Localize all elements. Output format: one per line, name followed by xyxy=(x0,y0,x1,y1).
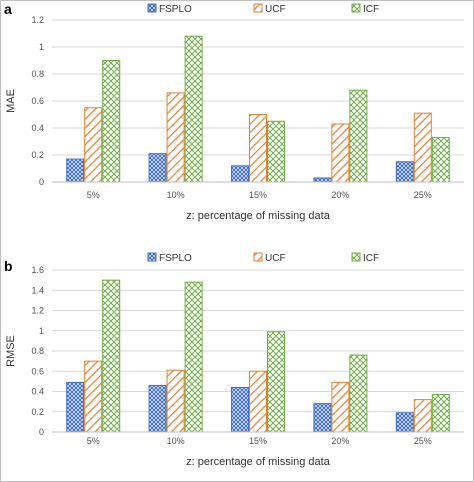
bar-ucf-10pct xyxy=(166,92,185,183)
bar-icf-25pct xyxy=(431,394,450,433)
y-tick-label: 0.2 xyxy=(31,150,44,160)
x-tick-label: 5% xyxy=(87,190,100,200)
legend: FSPLO UCF ICF xyxy=(147,3,379,15)
bar-fsplo-5pct xyxy=(66,158,85,183)
bar-icf-15pct xyxy=(267,120,285,183)
bar-icf-20pct xyxy=(349,354,368,433)
x-tick-label: 25% xyxy=(414,436,432,446)
x-tick-label: 20% xyxy=(331,190,349,200)
bar-ucf-20pct xyxy=(331,381,350,433)
legend-label-ucf: UCF xyxy=(265,4,286,15)
bar-fsplo-25pct xyxy=(395,412,414,433)
legend-label-ucf: UCF xyxy=(265,253,286,264)
y-tick-label: 0.6 xyxy=(31,96,44,106)
legend-swatch-ucf xyxy=(253,3,263,13)
bar-fsplo-25pct xyxy=(395,161,414,183)
bar-icf-15pct xyxy=(267,331,285,433)
x-tick-label: 5% xyxy=(87,436,100,446)
y-tick-label: 1 xyxy=(39,42,44,52)
y-axis-title: RMSE xyxy=(5,335,17,367)
bar-ucf-25pct xyxy=(413,399,432,433)
bar-icf-25pct xyxy=(431,136,450,183)
legend-swatch-fsplo xyxy=(147,252,157,262)
y-tick-label: 0.6 xyxy=(31,366,44,376)
bar-fsplo-15pct xyxy=(231,386,249,433)
chart-panel-b: b 0 0.2 0.4 0.6 0.8 1 1.2 1.4 1.6 RMSE 5% 10% 15% 20% 2… xyxy=(4,252,464,468)
bar-fsplo-20pct xyxy=(313,177,332,183)
y-tick-label: 1.2 xyxy=(31,15,44,25)
legend-label-fsplo: FSPLO xyxy=(159,253,192,264)
bar-fsplo-10pct xyxy=(148,384,167,433)
x-tick-label: 10% xyxy=(167,436,185,446)
legend-swatch-ucf xyxy=(253,252,263,262)
x-tick-label: 20% xyxy=(331,436,349,446)
bar-ucf-15pct xyxy=(249,114,267,183)
bar-icf-10pct xyxy=(184,35,203,183)
bar-fsplo-20pct xyxy=(313,403,332,433)
bar-ucf-15pct xyxy=(249,370,267,433)
legend: FSPLO UCF ICF xyxy=(147,252,379,264)
x-tick-label: 15% xyxy=(249,190,267,200)
bar-icf-5pct xyxy=(102,60,121,183)
chart-panel-a: a 0 0.2 0.4 0.6 0.8 1 1.2 MAE 5% 10% 15% 20% 25% z: pe… xyxy=(4,1,464,222)
legend-swatch-icf xyxy=(351,252,361,262)
x-tick-label: 15% xyxy=(249,436,267,446)
y-tick-label: 1 xyxy=(39,326,44,336)
y-tick-label: 0 xyxy=(39,177,44,187)
y-tick-label: 0.8 xyxy=(31,69,44,79)
bar-ucf-5pct xyxy=(84,107,103,183)
y-axis-title: MAE xyxy=(5,89,17,113)
y-tick-label: 1.4 xyxy=(31,285,44,295)
bar-ucf-20pct xyxy=(331,123,350,183)
x-tick-label: 25% xyxy=(414,190,432,200)
legend-swatch-icf xyxy=(351,3,361,13)
y-tick-label: 0 xyxy=(39,427,44,437)
y-tick-label: 0.4 xyxy=(31,387,44,397)
y-tick-label: 1.6 xyxy=(31,265,44,275)
legend-label-fsplo: FSPLO xyxy=(159,4,192,15)
bar-icf-5pct xyxy=(102,279,121,433)
legend-label-icf: ICF xyxy=(363,253,379,264)
bar-fsplo-5pct xyxy=(66,381,85,433)
bar-ucf-10pct xyxy=(166,369,185,433)
y-tick-label: 0.4 xyxy=(31,123,44,133)
legend-swatch-fsplo xyxy=(147,3,157,13)
y-tick-label: 1.2 xyxy=(31,306,44,316)
bar-icf-10pct xyxy=(184,281,203,433)
bar-icf-20pct xyxy=(349,89,368,183)
panel-label: b xyxy=(4,258,13,274)
y-tick-label: 0.2 xyxy=(31,407,44,417)
bar-fsplo-15pct xyxy=(231,165,249,183)
bar-ucf-25pct xyxy=(413,112,432,183)
bar-ucf-5pct xyxy=(84,360,103,433)
y-tick-label: 0.8 xyxy=(31,346,44,356)
bar-fsplo-10pct xyxy=(148,153,167,183)
panel-label: a xyxy=(4,1,12,17)
x-tick-label: 10% xyxy=(167,190,185,200)
x-axis-title: z: percentage of missing data xyxy=(186,210,331,222)
x-axis-title: z: percentage of missing data xyxy=(186,456,331,468)
legend-label-icf: ICF xyxy=(363,4,379,15)
